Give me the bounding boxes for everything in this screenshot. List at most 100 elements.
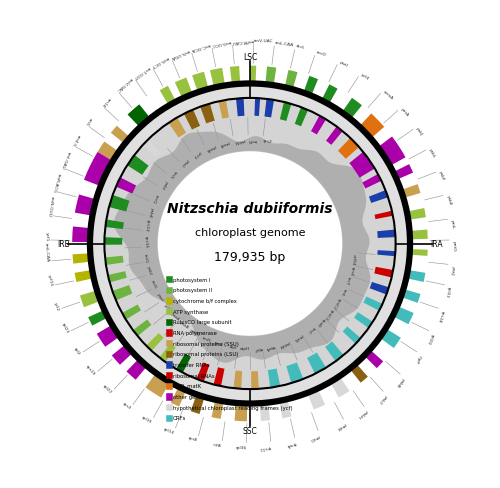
Text: SSC: SSC <box>242 426 258 435</box>
Wedge shape <box>210 69 225 88</box>
Wedge shape <box>338 139 359 160</box>
Wedge shape <box>350 153 375 178</box>
Text: trnL: trnL <box>340 287 346 297</box>
Wedge shape <box>410 249 428 256</box>
Wedge shape <box>295 108 308 127</box>
Wedge shape <box>308 389 325 409</box>
Wedge shape <box>109 196 130 212</box>
Text: cemA: cemA <box>382 89 394 101</box>
Text: atpH: atpH <box>240 346 250 350</box>
Wedge shape <box>190 395 204 414</box>
Text: psbT: psbT <box>377 393 388 403</box>
Text: rps11: rps11 <box>259 444 272 449</box>
Text: cytochrome b/f complex: cytochrome b/f complex <box>173 298 237 303</box>
Text: psbM: psbM <box>278 339 290 347</box>
Wedge shape <box>160 344 176 362</box>
Wedge shape <box>342 327 360 344</box>
Text: trnC-GCA: trnC-GCA <box>190 42 210 52</box>
Text: rps18: rps18 <box>436 309 444 322</box>
Circle shape <box>158 152 342 336</box>
Text: photosystem I: photosystem I <box>173 277 210 282</box>
Wedge shape <box>230 67 240 85</box>
Wedge shape <box>160 86 176 106</box>
Text: ATP synthase: ATP synthase <box>173 309 208 314</box>
Wedge shape <box>175 79 192 99</box>
Wedge shape <box>359 114 384 139</box>
Text: LSC: LSC <box>243 53 257 62</box>
Wedge shape <box>354 312 373 328</box>
Text: psbE: psbE <box>446 194 452 205</box>
Wedge shape <box>176 354 191 373</box>
Bar <box>166 393 172 400</box>
Wedge shape <box>364 297 382 311</box>
Bar <box>166 415 172 421</box>
Text: rpoB: rpoB <box>316 316 326 326</box>
Wedge shape <box>116 178 136 194</box>
Text: psbB: psbB <box>395 376 405 386</box>
Text: rpoC1: rpoC1 <box>323 307 334 320</box>
Wedge shape <box>88 310 108 326</box>
Text: trnS: trnS <box>150 279 157 289</box>
Text: rrn16: rrn16 <box>100 96 110 107</box>
Wedge shape <box>142 141 160 158</box>
Text: clpP, matK: clpP, matK <box>173 384 201 388</box>
Text: psaI: psaI <box>180 158 190 167</box>
Wedge shape <box>146 333 164 351</box>
Wedge shape <box>374 267 393 278</box>
Text: trnR: trnR <box>248 138 258 142</box>
Text: trnR-ACG: trnR-ACG <box>52 172 60 192</box>
Text: psbN: psbN <box>234 137 245 143</box>
Wedge shape <box>330 376 349 398</box>
Text: IRA: IRA <box>430 240 443 248</box>
Wedge shape <box>401 185 420 199</box>
Text: other genes: other genes <box>173 394 205 399</box>
Text: accD: accD <box>316 50 327 58</box>
Wedge shape <box>406 270 425 283</box>
Text: rps8: rps8 <box>188 436 198 442</box>
Bar <box>166 340 172 346</box>
Text: psbF: psbF <box>438 170 446 182</box>
Wedge shape <box>170 387 186 407</box>
Wedge shape <box>362 175 382 189</box>
Text: trnI-GAU: trnI-GAU <box>60 150 70 169</box>
Wedge shape <box>307 353 326 374</box>
Wedge shape <box>105 256 124 265</box>
Wedge shape <box>350 364 368 383</box>
Text: psaA: psaA <box>205 143 216 151</box>
Text: petL: petL <box>450 219 455 229</box>
Wedge shape <box>146 373 170 398</box>
Wedge shape <box>168 118 186 138</box>
Text: trnG-UCC: trnG-UCC <box>211 39 232 47</box>
Text: trnQ: trnQ <box>144 252 149 263</box>
Wedge shape <box>133 320 152 336</box>
Wedge shape <box>75 195 96 216</box>
Text: hypothetical chloroplast reading frames (ycf): hypothetical chloroplast reading frames … <box>173 405 292 410</box>
Text: psaB: psaB <box>219 139 230 146</box>
Wedge shape <box>108 272 127 283</box>
Wedge shape <box>410 230 428 240</box>
Wedge shape <box>84 153 113 187</box>
Circle shape <box>90 84 410 404</box>
Wedge shape <box>251 371 259 389</box>
Wedge shape <box>112 285 132 301</box>
Wedge shape <box>374 211 393 220</box>
Wedge shape <box>106 220 124 229</box>
Text: rps2: rps2 <box>214 340 224 346</box>
Text: trnT-GGT: trnT-GGT <box>132 65 150 80</box>
Text: rpl16: rpl16 <box>140 414 152 423</box>
Text: atpA: atpA <box>265 343 276 349</box>
Text: psaI: psaI <box>156 292 164 302</box>
Text: ycf1: ycf1 <box>44 231 49 241</box>
Text: photosystem II: photosystem II <box>173 287 212 293</box>
Bar <box>166 329 172 336</box>
Wedge shape <box>407 209 426 221</box>
Circle shape <box>106 101 394 387</box>
Text: psaB: psaB <box>179 321 190 330</box>
Text: trnL-CAA: trnL-CAA <box>44 243 50 262</box>
Text: rps3: rps3 <box>122 401 132 410</box>
Wedge shape <box>80 291 100 307</box>
Text: trnL-CAA: trnL-CAA <box>274 41 294 47</box>
Wedge shape <box>370 283 389 295</box>
Bar <box>166 287 172 293</box>
Text: petD: petD <box>309 433 320 440</box>
